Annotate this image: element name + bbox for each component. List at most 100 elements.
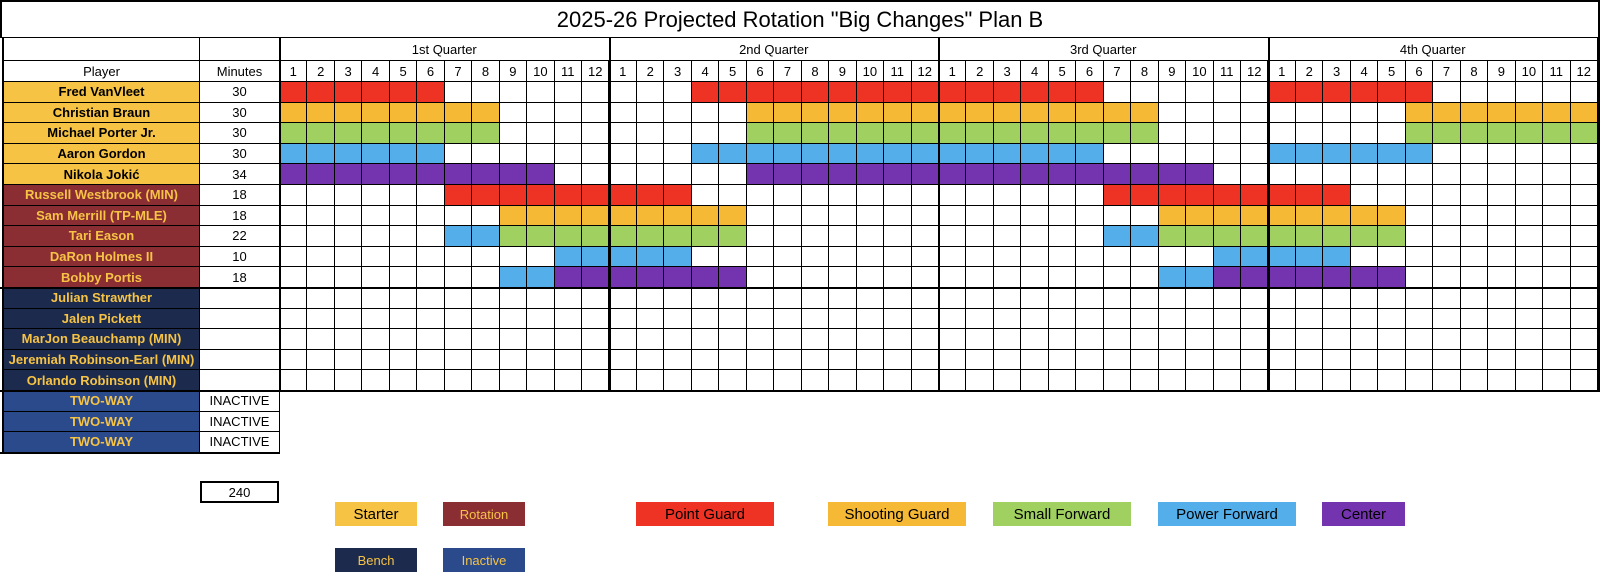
rotation-cell: [1131, 102, 1159, 124]
rotation-cell: [856, 205, 885, 227]
rotation-cell: [1405, 123, 1434, 144]
rotation-cell: [1186, 288, 1214, 309]
rotation-cell: [307, 349, 335, 371]
rotation-cell: [636, 143, 665, 165]
rotation-cell: [334, 102, 363, 124]
minute-header: 9: [829, 61, 857, 82]
rotation-cell: [472, 226, 500, 247]
rotation-cell: [664, 349, 692, 371]
rotation-cell: [1076, 246, 1104, 268]
minute-header: 11: [1543, 61, 1571, 82]
rotation-cell: [856, 185, 885, 206]
rotation-cell: [499, 308, 528, 330]
minutes-header: Minutes: [200, 61, 280, 82]
rotation-cell: [499, 288, 528, 309]
rotation-cell: [1323, 226, 1351, 247]
rotation-cell: [1433, 288, 1461, 309]
rotation-cell: [1378, 143, 1406, 165]
rotation-cell: [1570, 308, 1598, 330]
minute-header: 6: [746, 61, 775, 82]
player-minutes: 22: [200, 226, 280, 247]
rotation-cell: [939, 288, 967, 309]
rotation-cell: [1488, 123, 1516, 144]
rotation-cell: [636, 102, 665, 124]
rotation-cell: [1241, 143, 1269, 165]
rotation-cell: [499, 185, 528, 206]
rotation-cell: [1241, 370, 1269, 391]
rotation-cell: [993, 267, 1022, 288]
rotation-cell: [966, 246, 994, 268]
minute-header: 3: [334, 61, 363, 82]
player-name: Fred VanVleet: [2, 82, 200, 103]
rotation-cell: [774, 143, 802, 165]
legend-item-rotation: Rotation: [443, 502, 525, 526]
rotation-cell: [1405, 185, 1434, 206]
rotation-cell: [856, 226, 885, 247]
rotation-cell: [1186, 102, 1214, 124]
group-divider: [0, 287, 1600, 289]
rotation-cell: [746, 164, 775, 185]
rotation-cell: [1543, 308, 1571, 330]
rotation-cell: [1158, 308, 1187, 330]
rotation-cell: [280, 226, 308, 247]
minute-header: 8: [1460, 61, 1489, 82]
rotation-cell: [362, 123, 390, 144]
rotation-cell: [1405, 308, 1434, 330]
rotation-cell: [1268, 370, 1296, 391]
rotation-cell: [1158, 185, 1187, 206]
rotation-cell: [1378, 267, 1406, 288]
rotation-cell: [334, 329, 363, 350]
rotation-cell: [527, 329, 555, 350]
rotation-cell: [527, 370, 555, 391]
rotation-cell: [829, 329, 857, 350]
rotation-cell: [582, 267, 610, 288]
minute-header: 7: [1433, 61, 1461, 82]
rotation-cell: [472, 185, 500, 206]
rotation-cell: [280, 246, 308, 268]
rotation-cell: [884, 164, 912, 185]
rotation-cell: [389, 164, 418, 185]
rotation-cell: [664, 143, 692, 165]
rotation-cell: [911, 226, 939, 247]
rotation-cell: [966, 205, 994, 227]
rotation-cell: [691, 267, 720, 288]
rotation-cell: [389, 267, 418, 288]
rotation-cell: [719, 288, 747, 309]
rotation-cell: [1186, 349, 1214, 371]
rotation-cell: [1488, 226, 1516, 247]
rotation-cell: [1241, 82, 1269, 103]
rotation-cell: [499, 226, 528, 247]
rotation-cell: [362, 102, 390, 124]
rotation-cell: [1515, 288, 1544, 309]
rotation-cell: [1488, 329, 1516, 350]
rotation-cell: [1103, 143, 1132, 165]
rotation-cell: [1186, 370, 1214, 391]
rotation-cell: [1543, 267, 1571, 288]
rotation-cell: [1488, 267, 1516, 288]
rotation-cell: [1488, 288, 1516, 309]
rotation-cell: [554, 82, 583, 103]
rotation-cell: [472, 82, 500, 103]
rotation-cell: [664, 185, 692, 206]
rotation-cell: [307, 102, 335, 124]
rotation-cell: [1515, 308, 1544, 330]
rotation-cell: [280, 205, 308, 227]
rotation-cell: [1488, 370, 1516, 391]
rotation-cell: [1268, 164, 1296, 185]
rotation-cell: [636, 370, 665, 391]
rotation-cell: [1323, 267, 1351, 288]
rotation-cell: [1295, 164, 1324, 185]
rotation-cell: [1570, 226, 1598, 247]
player-minutes: 18: [200, 267, 280, 288]
rotation-cell: [1570, 82, 1598, 103]
rotation-cell: [1405, 205, 1434, 227]
rotation-cell: [1295, 205, 1324, 227]
rotation-cell: [774, 82, 802, 103]
rotation-cell: [1515, 267, 1544, 288]
rotation-cell: [1048, 349, 1077, 371]
rotation-grid: 2025-26 Projected Rotation "Big Changes"…: [0, 0, 1600, 454]
rotation-cell: [1460, 123, 1489, 144]
quarter-divider: [938, 38, 940, 391]
rotation-cell: [1433, 349, 1461, 371]
rotation-cell: [1213, 226, 1242, 247]
